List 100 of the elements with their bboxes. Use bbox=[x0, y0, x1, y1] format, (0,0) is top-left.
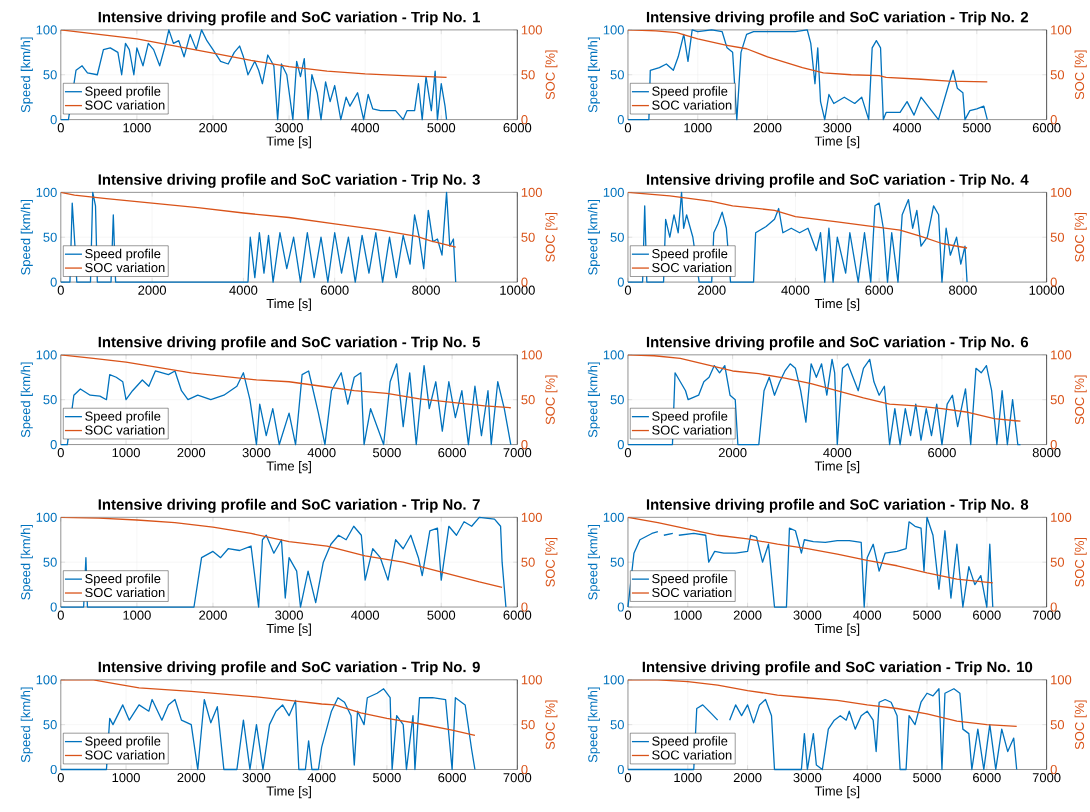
x-tick-label: 7000 bbox=[503, 447, 532, 458]
chart-title: Intensive driving profile and SoC variation - Trip No. 3 bbox=[98, 173, 480, 188]
y2-axis-title: SOC [%] bbox=[1074, 212, 1087, 262]
x-tick-label: 2000 bbox=[199, 122, 227, 133]
y-tick-label: 100 bbox=[36, 350, 57, 360]
x-axis-title: Time [s] bbox=[814, 135, 860, 149]
y2-tick-label: 100 bbox=[1051, 25, 1072, 35]
y-tick-label: 100 bbox=[36, 25, 57, 35]
x-tick-label: 0 bbox=[57, 610, 64, 620]
x-axis-title: Time [s] bbox=[266, 298, 311, 311]
x-tick-label: 6000 bbox=[503, 610, 532, 620]
y-tick-label: 100 bbox=[36, 512, 57, 522]
y-tick-label: 0 bbox=[617, 602, 624, 612]
x-tick-label: 6000 bbox=[973, 610, 1001, 620]
x-tick-label: 4000 bbox=[892, 122, 921, 133]
y2-axis-title: SOC [%] bbox=[545, 212, 558, 262]
x-tick-label: 0 bbox=[624, 122, 632, 133]
x-tick-label: 5000 bbox=[427, 610, 456, 620]
legend-label: SOC variation bbox=[652, 587, 732, 597]
x-tick-label: 6000 bbox=[1032, 122, 1061, 133]
x-axis-title: Time [s] bbox=[266, 460, 311, 474]
x-tick-label: 0 bbox=[57, 772, 64, 783]
y-tick-label: 0 bbox=[617, 764, 624, 774]
y-axis-title: Speed [km/h] bbox=[587, 687, 600, 763]
y-tick-label: 50 bbox=[610, 557, 624, 567]
legend-label: SOC variation bbox=[85, 99, 165, 110]
x-tick-label: 7000 bbox=[1032, 772, 1061, 783]
y-tick-label: 100 bbox=[36, 187, 57, 197]
y-axis-title: Speed [km/h] bbox=[20, 199, 33, 275]
x-tick-label: 10000 bbox=[500, 285, 535, 295]
legend-label: Speed profile bbox=[652, 411, 728, 424]
y2-axis-title: SOC [%] bbox=[545, 537, 558, 587]
x-tick-label: 5000 bbox=[962, 122, 991, 133]
chart-title: Intensive driving profile and SoC variation - Trip No. 4 bbox=[646, 173, 1029, 188]
x-tick-label: 7000 bbox=[1032, 610, 1061, 620]
chart-title: Intensive driving profile and SoC variation - Trip No. 10 bbox=[642, 661, 1033, 676]
y-axis-title: Speed [km/h] bbox=[587, 199, 600, 275]
y2-tick-label: 0 bbox=[1050, 439, 1057, 449]
y-tick-label: 100 bbox=[603, 512, 624, 522]
y2-tick-label: 50 bbox=[521, 232, 535, 242]
y2-tick-label: 50 bbox=[1050, 719, 1065, 730]
y2-tick-label: 50 bbox=[521, 394, 535, 405]
y-axis-title: Speed [km/h] bbox=[587, 362, 600, 438]
x-tick-label: 3000 bbox=[823, 122, 852, 133]
chart-title: Intensive driving profile and SoC variation - Trip No. 8 bbox=[646, 498, 1029, 513]
x-axis-title: Time [s] bbox=[814, 785, 860, 798]
y2-tick-label: 100 bbox=[521, 675, 542, 685]
y-tick-label: 50 bbox=[610, 394, 624, 405]
y2-tick-label: 50 bbox=[1050, 69, 1065, 80]
x-tick-label: 3000 bbox=[242, 447, 271, 458]
y-axis-title: Speed [km/h] bbox=[20, 687, 33, 763]
x-tick-label: 5000 bbox=[373, 772, 401, 783]
x-tick-label: 8000 bbox=[1032, 447, 1061, 458]
legend-label: SOC variation bbox=[652, 99, 732, 110]
x-tick-label: 3000 bbox=[793, 772, 822, 783]
y2-tick-label: 100 bbox=[521, 512, 542, 522]
x-tick-label: 6000 bbox=[503, 122, 532, 133]
y2-tick-label: 0 bbox=[1050, 114, 1057, 125]
y2-tick-label: 100 bbox=[1051, 187, 1072, 197]
x-tick-label: 8000 bbox=[412, 285, 440, 295]
x-tick-label: 5000 bbox=[373, 447, 401, 458]
x-axis-title: Time [s] bbox=[814, 298, 860, 311]
x-tick-label: 6000 bbox=[320, 285, 349, 295]
line-series bbox=[60, 354, 512, 409]
y2-tick-label: 0 bbox=[521, 602, 528, 612]
x-axis-title: Time [s] bbox=[266, 785, 311, 798]
y2-tick-label: 0 bbox=[521, 764, 528, 774]
x-tick-label: 0 bbox=[57, 122, 64, 133]
y-axis-title: Speed [km/h] bbox=[587, 37, 600, 113]
x-tick-label: 1000 bbox=[684, 122, 712, 133]
x-tick-label: 0 bbox=[57, 285, 64, 295]
x-tick-label: 6000 bbox=[973, 772, 1001, 783]
y2-tick-label: 100 bbox=[521, 350, 542, 360]
legend-label: Speed profile bbox=[85, 573, 161, 586]
x-tick-label: 3000 bbox=[242, 772, 271, 783]
x-tick-label: 5000 bbox=[427, 122, 456, 133]
y-tick-label: 50 bbox=[43, 232, 57, 242]
x-tick-label: 1000 bbox=[123, 122, 151, 133]
chart-title: Intensive driving profile and SoC variation - Trip No. 7 bbox=[98, 498, 480, 513]
x-tick-label: 1000 bbox=[674, 610, 702, 620]
line-series bbox=[60, 191, 457, 283]
y2-tick-label: 0 bbox=[1050, 764, 1057, 774]
chart-title: Intensive driving profile and SoC variation - Trip No. 9 bbox=[98, 661, 480, 676]
y-tick-label: 50 bbox=[43, 557, 57, 567]
y-tick-label: 0 bbox=[617, 439, 624, 449]
y2-axis-title: SOC [%] bbox=[1074, 50, 1087, 100]
x-tick-label: 6000 bbox=[438, 772, 467, 783]
x-tick-label: 3000 bbox=[275, 122, 303, 133]
x-tick-label: 4000 bbox=[229, 285, 258, 295]
y-tick-label: 50 bbox=[610, 719, 624, 730]
y2-tick-label: 0 bbox=[521, 114, 528, 125]
x-tick-label: 2000 bbox=[733, 772, 762, 783]
y-tick-label: 0 bbox=[617, 114, 624, 125]
legend-label: Speed profile bbox=[652, 573, 728, 586]
x-tick-label: 0 bbox=[624, 772, 632, 783]
y-tick-label: 0 bbox=[50, 764, 57, 774]
legend-label: Speed profile bbox=[85, 86, 161, 99]
y-tick-label: 0 bbox=[50, 439, 57, 449]
x-axis-title: Time [s] bbox=[814, 460, 860, 474]
y-tick-label: 100 bbox=[603, 25, 624, 35]
